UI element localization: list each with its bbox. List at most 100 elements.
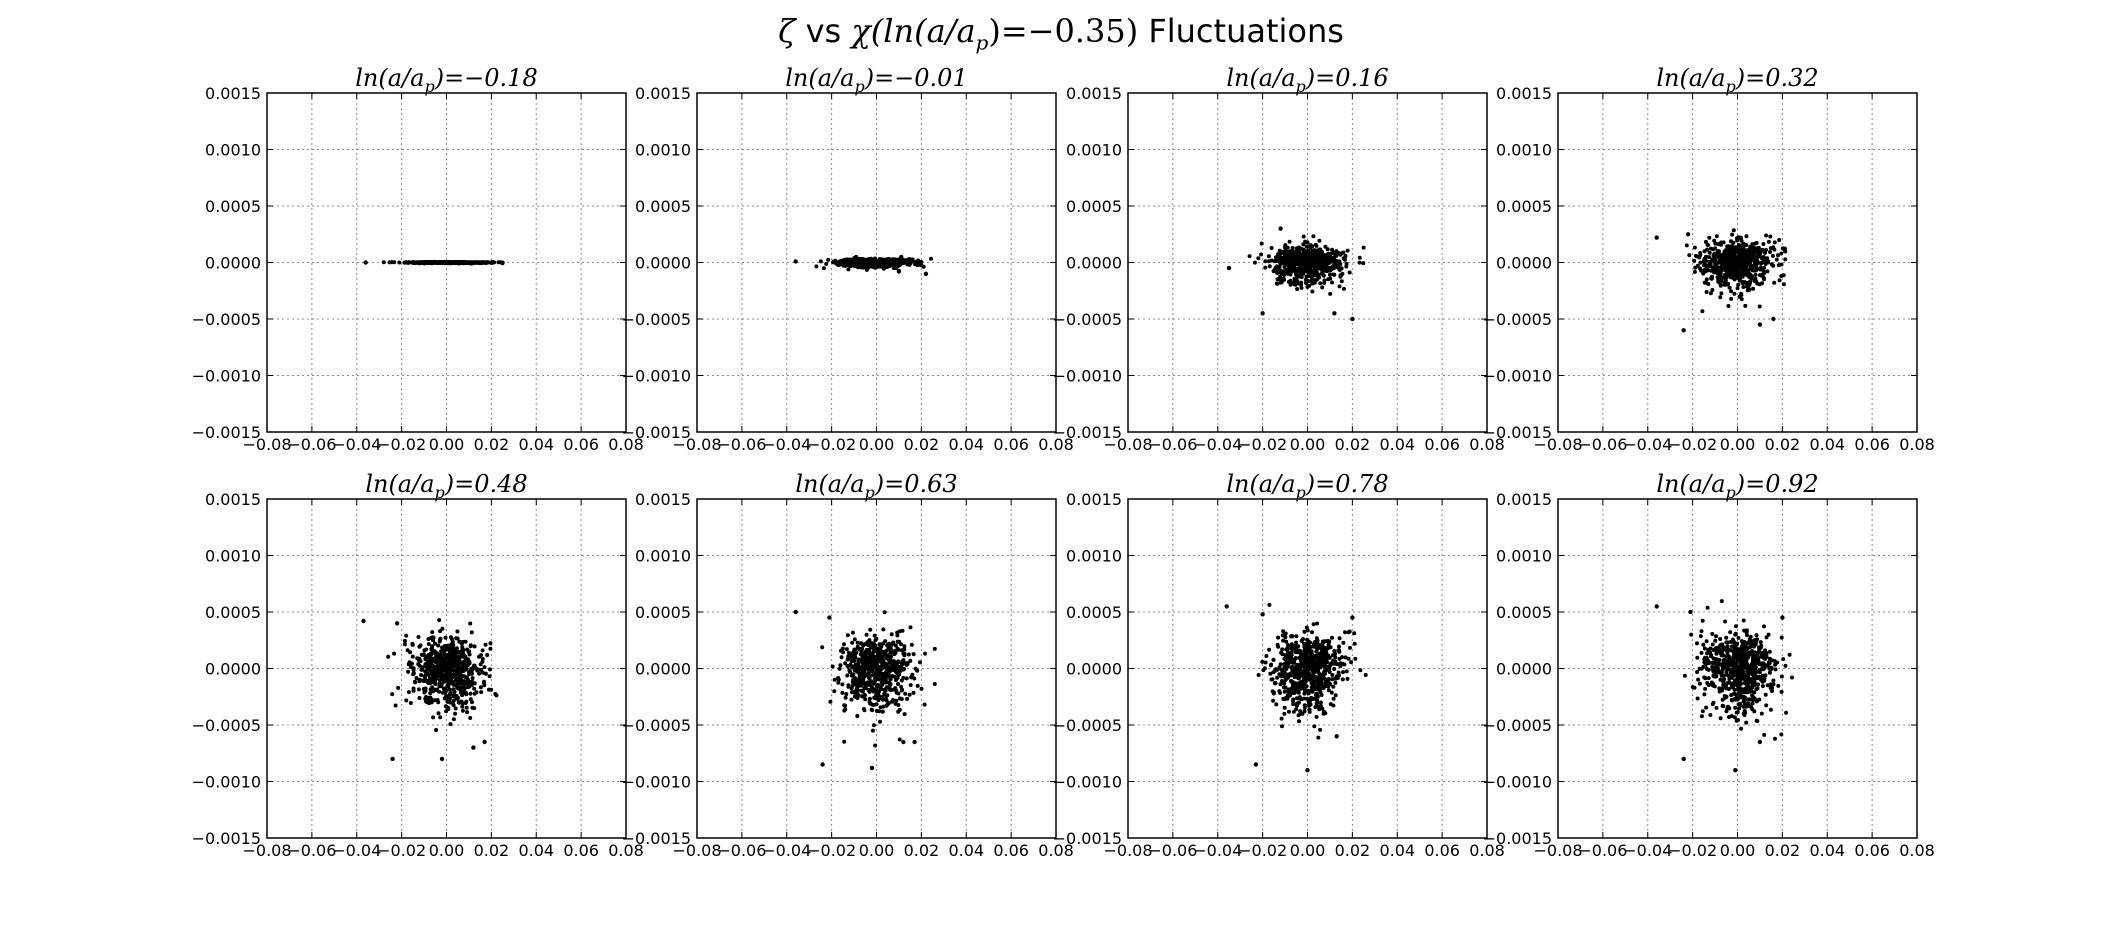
- scatter-point: [494, 693, 499, 698]
- x-tick-label: 0.08: [1899, 435, 1935, 454]
- scatter-point: [1326, 680, 1331, 685]
- scatter-point: [1337, 284, 1342, 289]
- scatter-point: [897, 737, 902, 742]
- y-tick-label: −0.0005: [1483, 716, 1552, 735]
- scatter-point: [458, 654, 463, 659]
- scatter-point: [1297, 253, 1302, 258]
- scatter-point: [843, 661, 848, 666]
- scatter-point: [901, 658, 906, 663]
- scatter-point: [1760, 260, 1765, 265]
- scatter-point: [458, 260, 463, 265]
- scatter-point: [1745, 288, 1750, 293]
- scatter-point: [1337, 636, 1342, 641]
- scatter-point: [1776, 263, 1781, 268]
- scatter-point: [1304, 261, 1309, 266]
- scatter-point: [1738, 235, 1743, 240]
- x-tick-label: 0.06: [993, 841, 1029, 860]
- scatter-point: [1761, 275, 1766, 280]
- scatter-point: [464, 692, 469, 697]
- scatter-point: [431, 675, 436, 680]
- y-tick-label: −0.0010: [192, 773, 261, 792]
- scatter-point: [884, 670, 889, 675]
- x-tick-label: 0.06: [1424, 841, 1460, 860]
- scatter-point: [1306, 279, 1311, 284]
- scatter-point: [1328, 258, 1333, 263]
- x-tick-label: 0.08: [1038, 841, 1074, 860]
- scatter-point: [877, 695, 882, 700]
- scatter-outlier: [471, 745, 476, 750]
- scatter-outlier: [1226, 265, 1232, 271]
- x-tick-label: −0.08: [242, 841, 291, 860]
- subplot-2: −0.08−0.06−0.04−0.02 0.00 0.02 0.04 0.06 0.08…: [622, 64, 1074, 454]
- scatter-point: [907, 257, 912, 262]
- scatter-point: [416, 635, 421, 639]
- scatter-point: [1318, 281, 1323, 286]
- scatter-point: [1747, 257, 1751, 262]
- scatter-point: [889, 654, 893, 659]
- x-tick-label: 0.06: [1424, 435, 1460, 454]
- scatter-point: [447, 687, 452, 692]
- y-tick-label: 0.0015: [1496, 490, 1552, 509]
- scatter-point: [866, 688, 871, 693]
- scatter-point: [1352, 641, 1357, 646]
- subplot-title-prefix: ln(a/a: [1226, 64, 1295, 92]
- scatter-point: [1317, 688, 1322, 693]
- y-tick-label: 0.0000: [205, 660, 261, 679]
- scatter-point: [842, 703, 847, 708]
- x-tick-label: 0.04: [1809, 841, 1845, 860]
- scatter-point: [843, 695, 848, 700]
- scatter-point: [462, 662, 466, 667]
- scatter-point: [1737, 294, 1742, 299]
- scatter-point: [862, 693, 867, 698]
- scatter-point: [861, 663, 865, 668]
- scatter-point: [1264, 654, 1269, 658]
- y-tick-label: 0.0010: [1496, 547, 1552, 566]
- scatter-point: [891, 698, 895, 702]
- scatter-point: [1770, 253, 1775, 258]
- y-tick-label: 0.0010: [1066, 547, 1122, 566]
- scatter-point: [1294, 253, 1299, 258]
- scatter-point: [1320, 706, 1325, 711]
- scatter-point: [1319, 683, 1324, 688]
- subplot-7: −0.08−0.06−0.04−0.02 0.00 0.02 0.04 0.06 0.08…: [1053, 470, 1505, 860]
- scatter-point: [888, 687, 892, 692]
- scatter-point: [1294, 246, 1299, 251]
- y-tick-label: 0.0010: [205, 547, 261, 566]
- scatter-point: [1269, 677, 1274, 682]
- scatter-point: [1301, 637, 1305, 642]
- scatter-point: [880, 709, 885, 714]
- x-tick-label: 0.06: [563, 435, 599, 454]
- scatter-point: [1310, 289, 1315, 294]
- scatter-point: [417, 696, 422, 700]
- x-tick-label: −0.06: [717, 435, 766, 454]
- scatter-outlier: [1253, 762, 1259, 767]
- scatter-point: [438, 670, 443, 675]
- scatter-point: [463, 639, 468, 644]
- scatter-point: [889, 632, 894, 637]
- scatter-point: [1289, 261, 1294, 266]
- scatter-point: [1750, 242, 1755, 247]
- scatter-point: [869, 707, 874, 712]
- x-tick-label: 0.00: [1720, 841, 1756, 860]
- scatter-point: [1741, 280, 1745, 284]
- scatter-point: [1292, 278, 1297, 283]
- x-tick-label: 0.06: [1854, 435, 1890, 454]
- scatter-point: [1277, 259, 1282, 264]
- scatter-point: [1306, 656, 1311, 660]
- x-tick-label: 0.02: [1765, 841, 1801, 860]
- scatter-point: [889, 643, 894, 648]
- scatter-point: [1347, 270, 1352, 275]
- scatter-point: [814, 264, 819, 269]
- scatter-point: [1747, 281, 1752, 285]
- scatter-point: [442, 645, 447, 650]
- scatter-point: [1316, 660, 1321, 665]
- scatter-outlier: [482, 739, 487, 745]
- scatter-point: [465, 260, 470, 265]
- y-tick-label: 0.0000: [635, 254, 691, 273]
- scatter-point: [899, 684, 904, 689]
- scatter-outlier: [1224, 604, 1229, 609]
- scatter-point: [1777, 278, 1782, 283]
- scatter-point: [852, 694, 857, 699]
- scatter-point: [1336, 648, 1341, 653]
- scatter-point: [387, 260, 392, 265]
